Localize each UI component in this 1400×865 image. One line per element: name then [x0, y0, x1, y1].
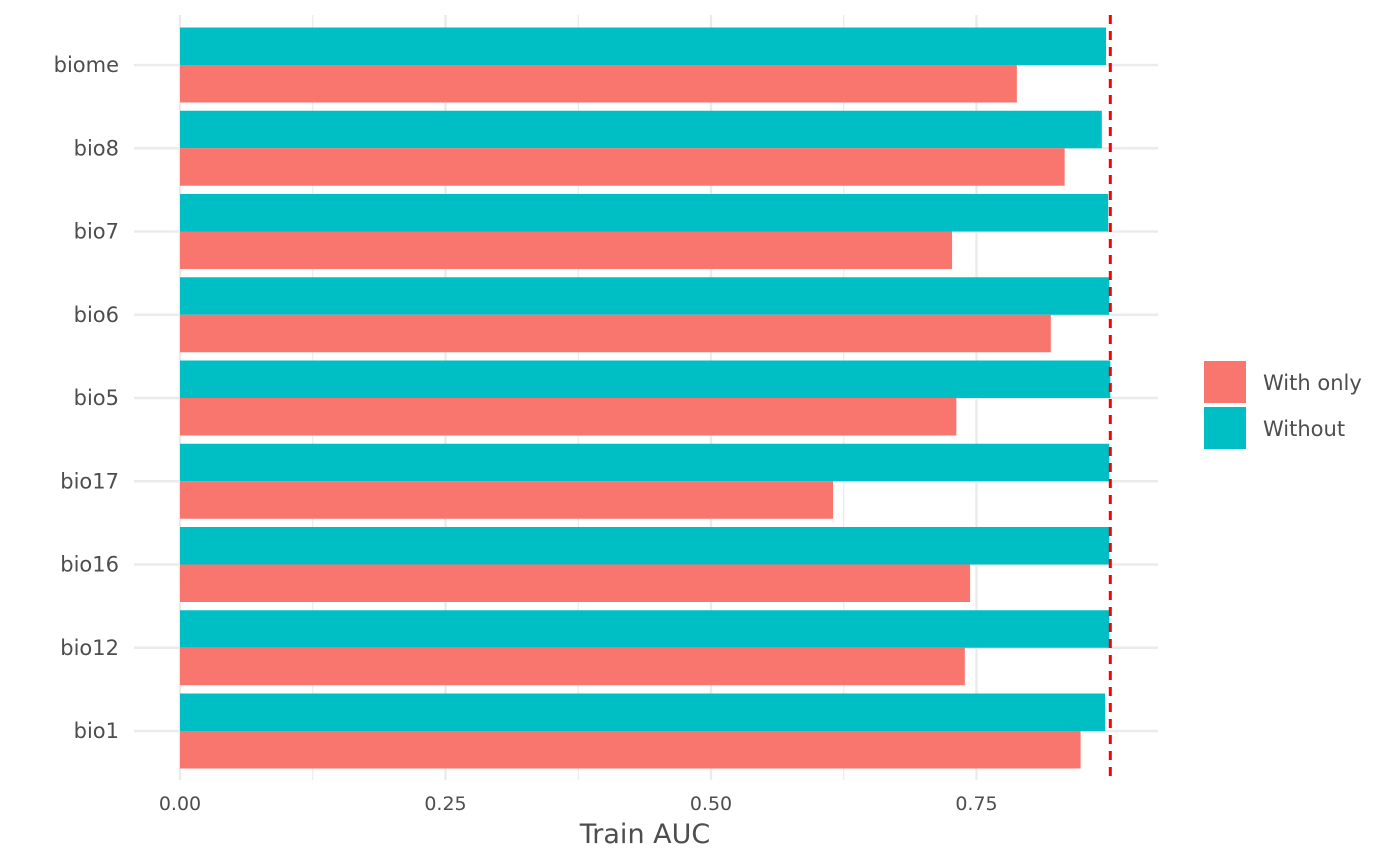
y-tick-label: bio16 [60, 553, 119, 577]
legend-key [1204, 361, 1246, 403]
legend-label: Without [1263, 417, 1345, 441]
bar-with-only-bio16 [180, 564, 971, 602]
x-axis-title: Train AUC [579, 819, 710, 850]
bar-without-bio6 [180, 277, 1110, 315]
bar-with-only-bio1 [180, 731, 1081, 769]
legend-key [1204, 407, 1246, 449]
x-tick-label: 0.25 [424, 793, 466, 815]
y-tick-label: bio8 [74, 136, 119, 160]
bar-without-bio7 [180, 194, 1109, 232]
bar-with-only-biome [180, 65, 1017, 103]
bar-with-only-bio17 [180, 481, 834, 519]
legend-label: With only [1263, 371, 1362, 395]
bars [180, 27, 1111, 769]
x-tick-label: 0.50 [690, 793, 732, 815]
bar-without-bio16 [180, 527, 1110, 565]
y-tick-label: bio5 [74, 386, 119, 410]
y-tick-label: bio1 [74, 719, 119, 743]
bar-without-biome [180, 27, 1107, 65]
bar-with-only-bio6 [180, 314, 1051, 353]
y-tick-label: bio17 [60, 469, 119, 493]
x-tick-label: 0.75 [955, 793, 997, 815]
bar-without-bio5 [180, 360, 1111, 398]
bar-without-bio12 [180, 610, 1110, 648]
legend: With only Without [1204, 361, 1362, 449]
bar-without-bio17 [180, 443, 1110, 482]
bar-without-bio8 [180, 110, 1102, 149]
y-tick-label: bio12 [60, 636, 119, 660]
bar-without-bio1 [180, 693, 1106, 731]
x-tick-label: 0.00 [159, 793, 201, 815]
y-tick-label: bio7 [74, 220, 119, 244]
x-axis-tick-labels: 0.00 0.25 0.50 0.75 [159, 793, 998, 815]
y-tick-label: biome [54, 53, 119, 77]
bar-with-only-bio12 [180, 647, 965, 686]
bar-with-only-bio5 [180, 398, 957, 436]
bar-with-only-bio7 [180, 231, 953, 269]
bar-with-only-bio8 [180, 148, 1065, 186]
y-axis-tick-labels: bio1 bio12 bio16 bio17 bio5 bio6 bio7 bio8 biome [54, 53, 119, 743]
y-tick-label: bio6 [74, 303, 119, 327]
